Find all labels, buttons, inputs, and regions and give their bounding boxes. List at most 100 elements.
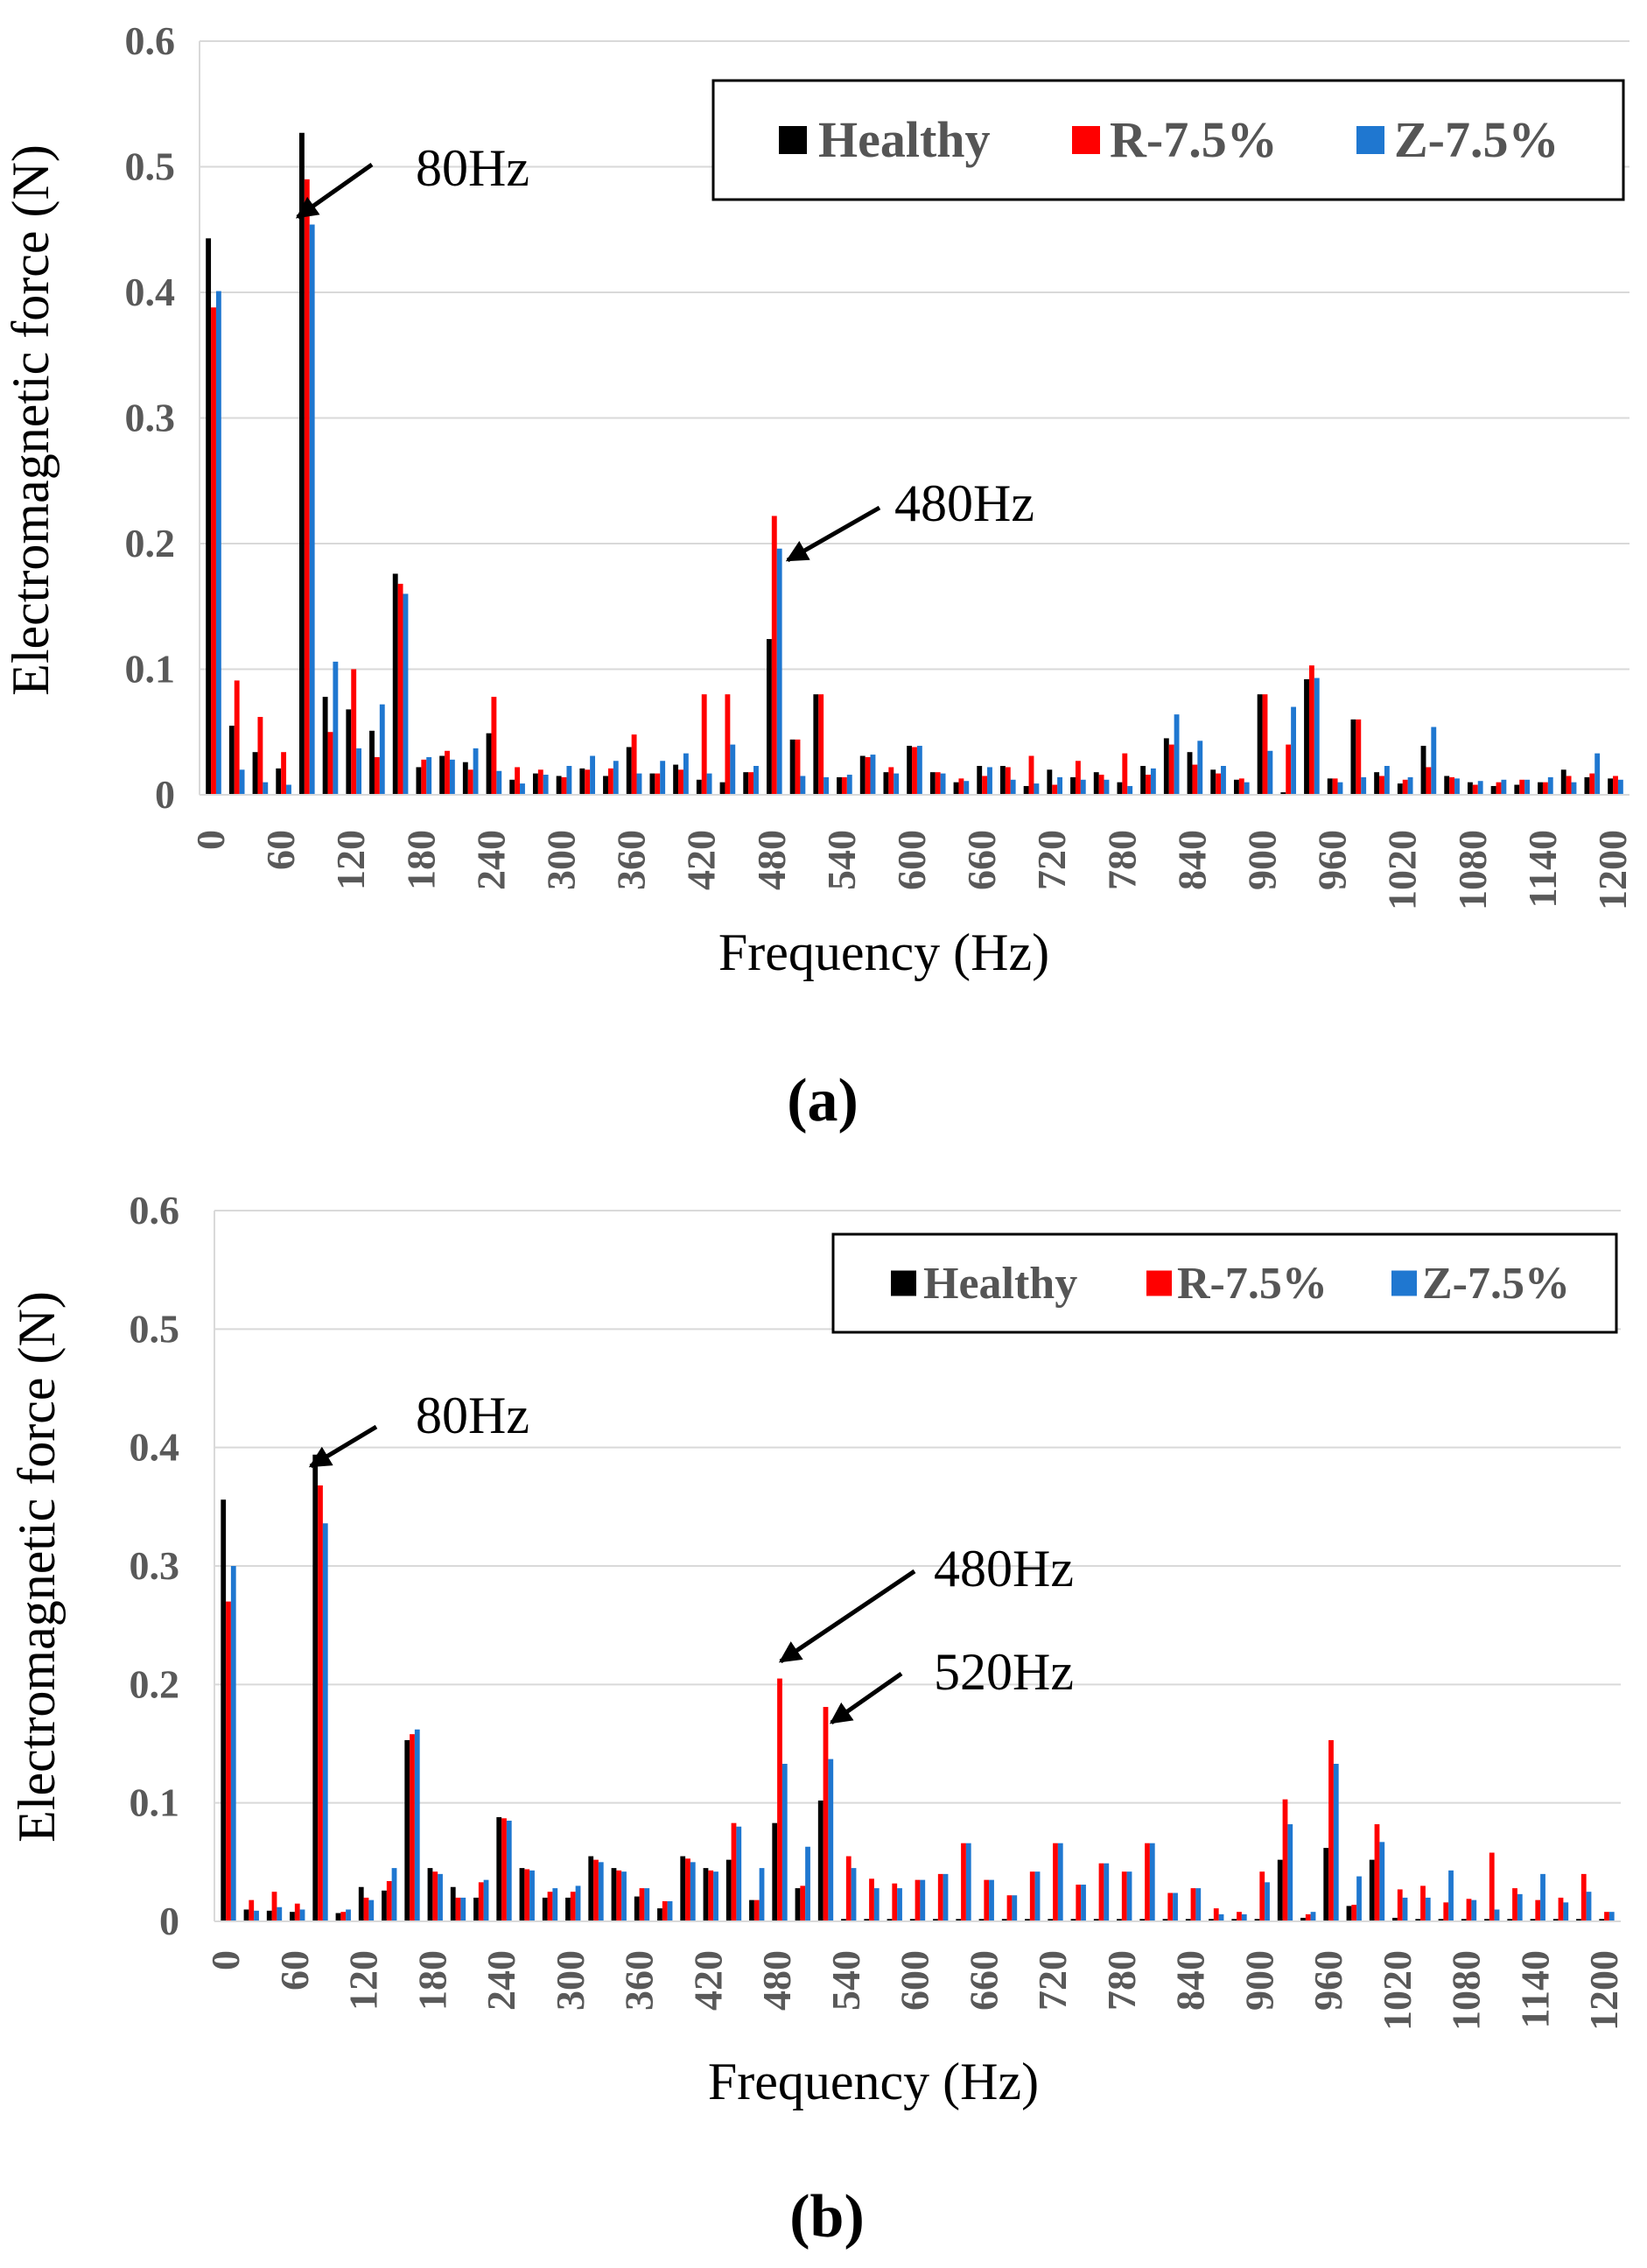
bar-z-7-5--1160 [1563,1902,1569,1921]
x-tick-label: 420 [685,1950,730,2011]
bar-healthy-320 [579,768,585,795]
bar-r-7-5--500 [795,739,801,795]
bar-z-7-5--740 [1081,1885,1086,1921]
bar-healthy-420 [703,1868,709,1921]
bar-z-7-5--440 [736,1826,742,1921]
bar-z-7-5--280 [543,775,549,795]
bar-r-7-5--1000 [1379,776,1384,795]
bar-healthy-860 [1209,1919,1214,1921]
bar-healthy-700 [1023,785,1029,795]
bar-z-7-5--140 [379,704,385,795]
bar-z-7-5--420 [713,1871,718,1921]
bar-healthy-160 [392,573,398,795]
bar-healthy-1160 [1552,1919,1559,1921]
bar-r-7-5--760 [1098,775,1104,795]
bar-z-7-5--380 [667,1900,673,1921]
bar-z-7-5--380 [660,761,666,795]
legend-swatch [1146,1270,1172,1296]
bar-healthy-940 [1300,1917,1306,1921]
legend-swatch [779,126,807,154]
bar-z-7-5--1080 [1477,781,1483,795]
bar-healthy-1120 [1507,1919,1513,1921]
bar-z-7-5--220 [483,1879,489,1921]
bar-healthy-560 [864,1919,870,1921]
bar-z-7-5--20 [254,1910,259,1921]
bar-z-7-5--420 [706,773,712,795]
panel-label: (a) [787,1067,859,1134]
bar-healthy-40 [266,1910,272,1921]
bar-healthy-0 [221,1499,227,1921]
bar-r-7-5--1200 [1604,1912,1609,1921]
bar-healthy-640 [956,1919,962,1921]
bar-z-7-5--660 [987,767,992,795]
bar-r-7-5--960 [1328,1739,1334,1921]
bar-z-7-5--920 [1291,706,1297,795]
bar-healthy-680 [1001,1919,1007,1921]
bar-healthy-60 [276,768,282,795]
bar-z-7-5--960 [1333,1764,1339,1921]
bar-r-7-5--1180 [1589,773,1595,795]
x-tick-label: 0 [203,1950,248,1970]
bar-z-7-5--320 [590,755,596,795]
bar-healthy-1140 [1538,782,1543,795]
bar-healthy-380 [649,773,655,795]
bar-z-7-5--1180 [1586,1892,1592,1921]
bar-z-7-5--1180 [1594,753,1601,795]
bar-healthy-720 [1048,1919,1054,1921]
bar-healthy-720 [1047,769,1053,795]
bar-healthy-760 [1093,772,1099,795]
bar-healthy-100 [335,1913,341,1921]
bar-r-7-5--860 [1213,1908,1219,1921]
bar-z-7-5--540 [851,1868,857,1921]
bar-healthy-160 [404,1739,410,1921]
bar-z-7-5--1060 [1454,778,1460,795]
bar-healthy-280 [542,1897,548,1921]
legend-label: Z-7.5% [1394,111,1559,168]
bar-r-7-5--1080 [1466,1899,1472,1921]
bar-healthy-480 [766,639,772,795]
bar-healthy-920 [1280,792,1286,795]
x-tick-label: 1080 [1450,830,1495,910]
bar-r-7-5--80 [318,1485,323,1921]
bar-z-7-5--860 [1221,766,1226,795]
bar-r-7-5--660 [982,776,988,795]
bar-r-7-5--140 [386,1880,392,1921]
bar-r-7-5--220 [467,769,473,795]
x-tick-label: 900 [1237,1950,1281,2011]
bar-z-7-5--920 [1287,1824,1293,1921]
bar-z-7-5--260 [529,1870,535,1921]
bar-healthy-580 [887,1919,893,1921]
legend: Healthy R-7.5% Z-7.5% [831,1232,1618,1334]
x-tick-label: 60 [272,1950,317,1991]
bar-z-7-5--60 [286,784,291,795]
bar-z-7-5--1080 [1471,1899,1477,1921]
bar-z-7-5--640 [965,1843,971,1921]
bar-z-7-5--1000 [1384,766,1390,795]
bar-z-7-5--1140 [1540,1873,1545,1921]
bar-z-7-5--300 [575,1885,581,1921]
bar-z-7-5--140 [391,1868,397,1921]
bar-healthy-1060 [1444,776,1450,795]
annotation-arrow [295,162,374,220]
bar-r-7-5--660 [984,1879,990,1921]
legend-label: R-7.5% [1177,1259,1328,1309]
bar-healthy-1020 [1397,783,1403,795]
annotation-arrow [829,1671,903,1725]
bar-healthy-1080 [1467,782,1473,795]
bar-z-7-5--1120 [1517,1893,1523,1921]
bar-z-7-5--800 [1150,768,1156,795]
bar-r-7-5--880 [1237,1912,1242,1921]
bar-healthy-880 [1233,779,1239,795]
bar-r-7-5--980 [1356,719,1362,795]
bar-z-7-5--620 [943,1873,949,1921]
bar-r-7-5--120 [363,1897,369,1921]
x-tick-label: 1020 [1375,1950,1419,2031]
bar-r-7-5--800 [1146,775,1151,795]
bar-z-7-5--940 [1310,1912,1316,1921]
bar-healthy-900 [1254,1919,1260,1921]
bar-r-7-5--680 [1005,767,1011,795]
bar-z-7-5--260 [520,783,525,795]
bar-z-7-5--440 [730,744,736,795]
bar-r-7-5--1160 [1558,1897,1564,1921]
x-axis-title: Frequency (Hz) [708,2053,1039,2110]
